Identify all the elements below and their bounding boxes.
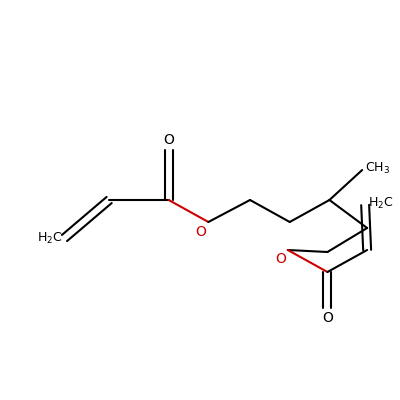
Text: O: O xyxy=(196,225,206,239)
Text: H$_2$C: H$_2$C xyxy=(368,196,394,210)
Text: O: O xyxy=(322,311,333,325)
Text: H$_2$C: H$_2$C xyxy=(37,230,62,246)
Text: O: O xyxy=(163,133,174,147)
Text: CH$_3$: CH$_3$ xyxy=(365,160,390,176)
Text: O: O xyxy=(275,252,286,266)
